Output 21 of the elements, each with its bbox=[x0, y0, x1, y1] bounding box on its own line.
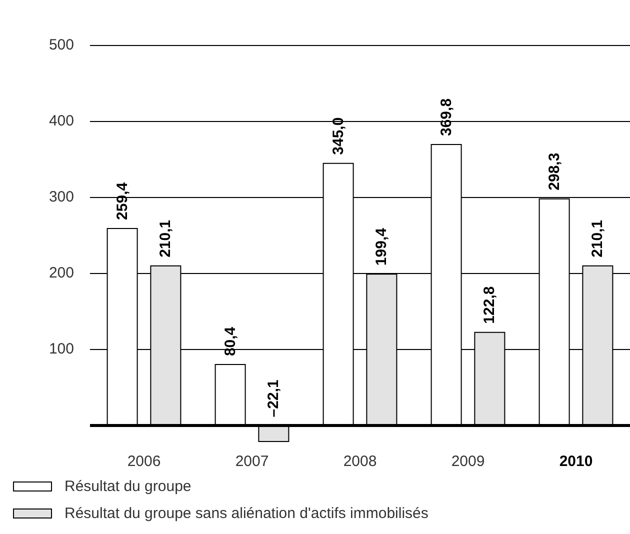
y-tick-label: 200 bbox=[48, 264, 74, 282]
data-label: 210,1 bbox=[157, 220, 174, 258]
data-label: 345,0 bbox=[330, 117, 347, 155]
x-tick-label: 2006 bbox=[127, 453, 161, 470]
legend-label: Résultat du groupe sans aliénation d'actifs immobilisés bbox=[64, 505, 428, 522]
data-label: 122,8 bbox=[481, 286, 498, 324]
y-tick-label: 300 bbox=[48, 188, 74, 206]
y-tick-label: 100 bbox=[48, 340, 74, 358]
x-tick-label: 2007 bbox=[235, 453, 269, 470]
x-tick-label: 2008 bbox=[343, 453, 377, 470]
y-tick-label: 500 bbox=[48, 36, 74, 54]
x-tick-label: 2009 bbox=[451, 453, 485, 470]
legend-label: Résultat du groupe bbox=[64, 478, 192, 495]
data-label: 199,4 bbox=[373, 227, 390, 266]
data-label: 369,8 bbox=[438, 98, 455, 136]
x-tick-label: 2010 bbox=[559, 453, 593, 470]
data-label: 259,4 bbox=[114, 182, 131, 220]
y-tick-label: 400 bbox=[48, 112, 74, 130]
data-label: 210,1 bbox=[589, 220, 606, 258]
data-label: –22,1 bbox=[265, 380, 282, 418]
data-label: 298,3 bbox=[546, 152, 563, 190]
